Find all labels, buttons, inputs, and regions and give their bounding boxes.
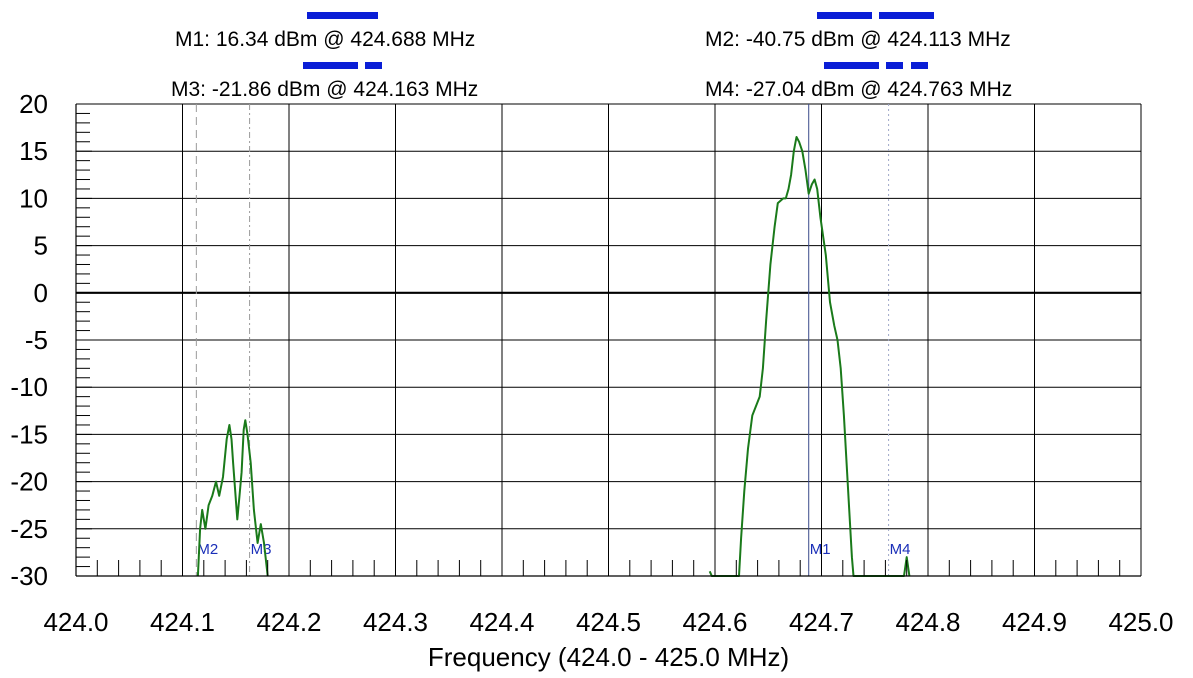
x-tick-label: 424.2 bbox=[256, 607, 321, 637]
y-tick-label: 0 bbox=[34, 278, 48, 308]
legend-swatch-m4 bbox=[886, 62, 903, 69]
x-tick-label: 424.9 bbox=[1002, 607, 1067, 637]
trace-series-2 bbox=[708, 136, 911, 577]
x-tick-label: 424.4 bbox=[469, 607, 534, 637]
legend-swatch-m4 bbox=[911, 62, 928, 69]
x-tick-label: 424.0 bbox=[43, 607, 108, 637]
x-tick-label: 425.0 bbox=[1108, 607, 1173, 637]
legend-swatch-m4 bbox=[824, 62, 879, 69]
marker-lines: M1 M2 M3 M4 bbox=[195, 104, 911, 576]
y-tick-label: 10 bbox=[19, 183, 48, 213]
x-tick-label: 424.6 bbox=[682, 607, 747, 637]
y-tick-label: -5 bbox=[25, 325, 48, 355]
trace-series-1 bbox=[196, 419, 269, 577]
y-tick-label: -15 bbox=[10, 419, 48, 449]
marker-tag-m2: M2 bbox=[197, 541, 218, 558]
marker-readout-m1: M1: 16.34 dBm @ 424.688 MHz bbox=[175, 28, 476, 51]
legend-swatch-m3 bbox=[365, 62, 382, 69]
x-tick-label: 424.1 bbox=[150, 607, 215, 637]
x-tick-label: 424.8 bbox=[895, 607, 960, 637]
y-tick-label: -10 bbox=[10, 372, 48, 402]
marker-readout-m3: M3: -21.86 dBm @ 424.163 MHz bbox=[171, 78, 479, 101]
marker-tag-m3: M3 bbox=[251, 541, 272, 558]
legend-swatch-m2 bbox=[879, 12, 934, 19]
chart-axes bbox=[75, 103, 1142, 577]
y-tick-label: -20 bbox=[10, 467, 48, 497]
legend-swatch-m1 bbox=[307, 12, 378, 19]
y-tick-label: 5 bbox=[34, 231, 48, 261]
y-tick-label: 15 bbox=[19, 136, 48, 166]
x-tick-label: 424.5 bbox=[576, 607, 641, 637]
axis-labels: 20 15 10 5 0 -5 -10 -15 -20 -25 -30 424.0 424.1 424.2… bbox=[10, 89, 1173, 672]
y-tick-label: -25 bbox=[10, 514, 48, 544]
x-axis-title: Frequency (424.0 - 425.0 MHz) bbox=[428, 642, 789, 672]
legend-swatch-m3 bbox=[303, 62, 358, 69]
legend-swatch-m2 bbox=[817, 12, 872, 19]
y-tick-label: 20 bbox=[19, 89, 48, 119]
y-tick-label: -30 bbox=[10, 561, 48, 591]
marker-readout-m2: M2: -40.75 dBm @ 424.113 MHz bbox=[705, 28, 1011, 51]
x-tick-label: 424.7 bbox=[789, 607, 854, 637]
marker-tag-m4: M4 bbox=[890, 541, 911, 558]
marker-legend-swatches bbox=[303, 12, 934, 69]
trace-lines bbox=[196, 136, 911, 577]
x-tick-label: 424.3 bbox=[363, 607, 428, 637]
marker-tag-m1: M1 bbox=[810, 541, 831, 558]
marker-readout-m4: M4: -27.04 dBm @ 424.763 MHz bbox=[705, 78, 1013, 101]
